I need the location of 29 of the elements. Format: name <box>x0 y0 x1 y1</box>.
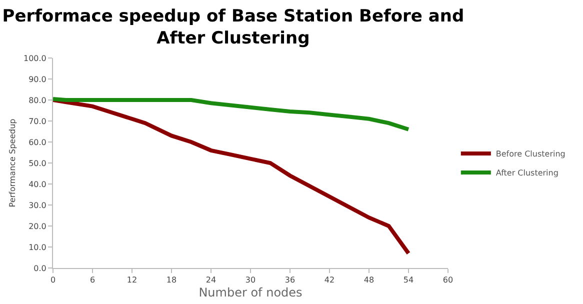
y-tick-label: 50.0 <box>28 158 46 168</box>
legend-label: Before Clustering <box>496 150 566 159</box>
x-tick-label: 30 <box>245 276 256 285</box>
x-tick-label: 12 <box>126 276 138 285</box>
y-tick-label: 90.0 <box>28 74 46 84</box>
x-tick-label: 42 <box>324 276 335 285</box>
y-tick-label: 100.0 <box>23 54 46 63</box>
y-tick-label: 40.0 <box>28 180 46 189</box>
x-tick-label: 18 <box>166 276 177 285</box>
chart-title: Performace speedup of Base Station Before and After Clustering <box>2 6 464 48</box>
x-tick-label: 6 <box>90 276 96 285</box>
y-tick-label: 30.0 <box>28 200 46 210</box>
x-tick-label: 0 <box>50 276 56 285</box>
x-tick-label: 24 <box>206 276 216 285</box>
y-axis-title: Performance Speedup <box>8 118 18 208</box>
line-series <box>53 96 410 132</box>
y-tick-label: 20.0 <box>28 222 46 231</box>
y-tick-label: 10.0 <box>28 242 46 252</box>
y-tick-label: 60.0 <box>28 138 46 147</box>
x-axis-title: Number of nodes <box>198 286 302 300</box>
legend-label: After Clustering <box>496 168 558 178</box>
y-tick-label: 70.0 <box>28 116 46 126</box>
y-tick-label: 80.0 <box>28 96 46 105</box>
y-tick-label: 0.0 <box>34 264 46 273</box>
x-tick-label: 36 <box>284 276 296 285</box>
x-tick-label: 48 <box>364 276 374 285</box>
line-series <box>53 98 410 256</box>
x-tick-label: 54 <box>403 276 414 285</box>
x-tick-label: 60 <box>442 276 454 285</box>
